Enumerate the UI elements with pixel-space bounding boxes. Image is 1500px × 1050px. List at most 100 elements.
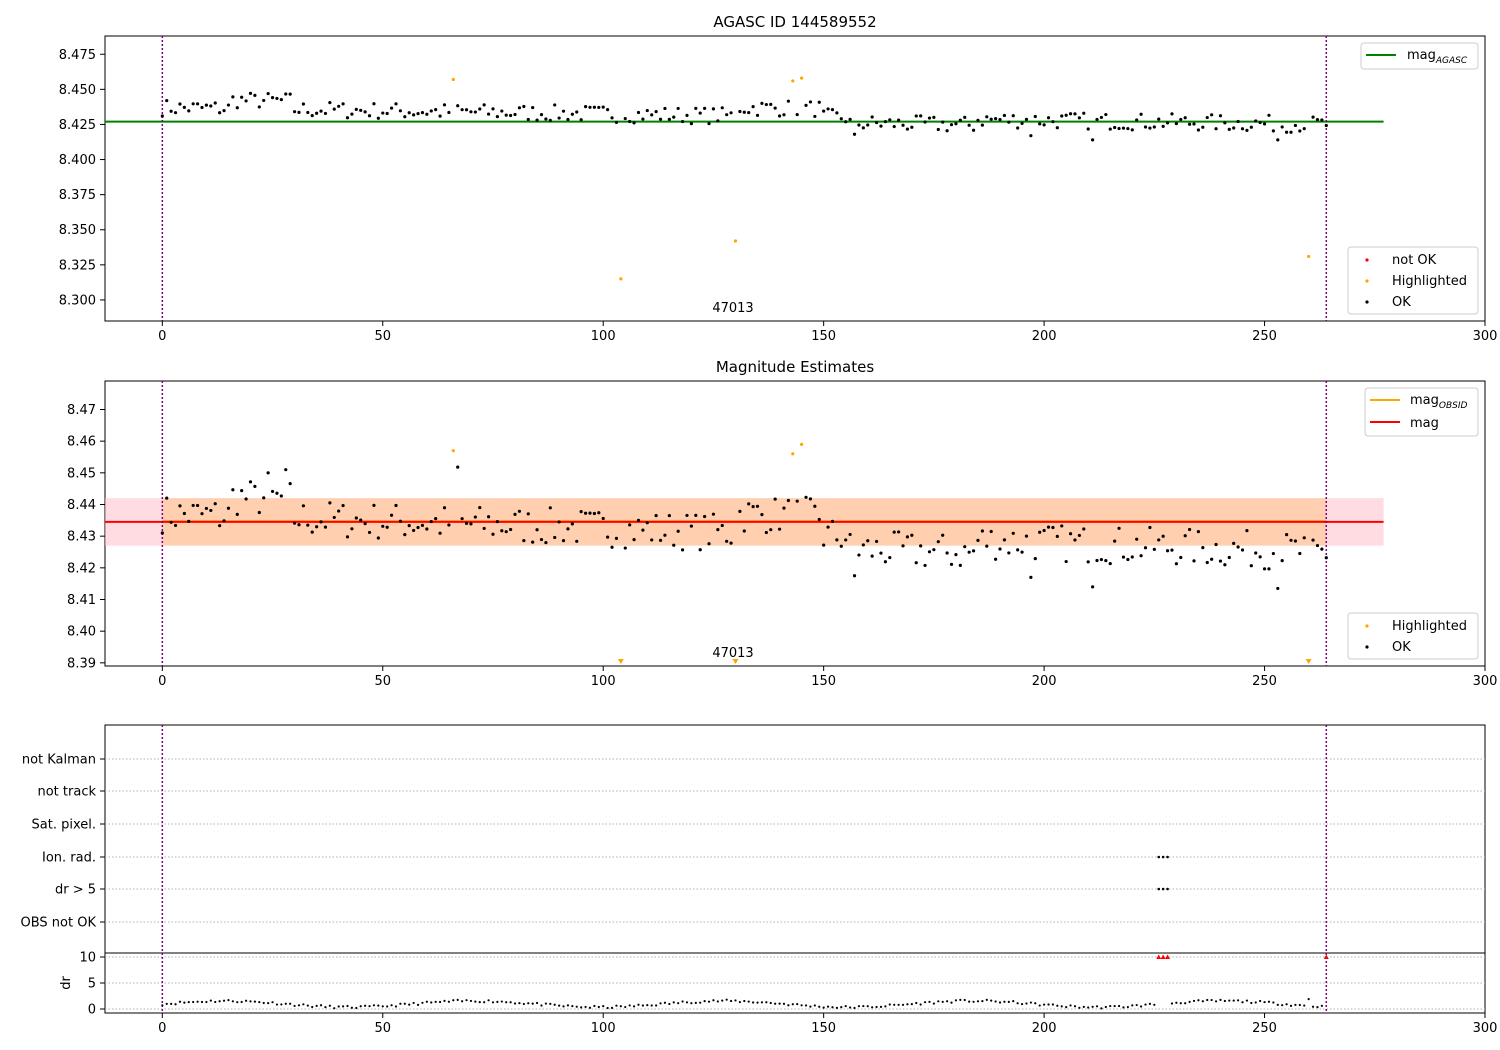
dr-point: [1007, 1000, 1010, 1003]
ok-point: [711, 512, 716, 516]
ok-point: [1033, 114, 1037, 119]
dr-point: [1153, 1003, 1156, 1006]
ok-point: [1143, 546, 1148, 550]
dr-point: [324, 1005, 327, 1009]
ok-point: [478, 506, 482, 510]
ok-point: [949, 562, 954, 566]
ok-point: [1179, 117, 1183, 122]
ok-point: [191, 102, 195, 106]
ok-point: [1165, 549, 1170, 553]
highlighted-point: [1307, 254, 1311, 259]
svg-text:magAGASC: magAGASC: [1407, 48, 1468, 66]
dr-point: [1082, 1005, 1085, 1008]
dr-point: [1201, 1000, 1204, 1003]
ok-point: [1245, 128, 1249, 133]
ok-point: [381, 524, 385, 528]
dr-point: [901, 1003, 905, 1006]
ok-point: [994, 557, 998, 561]
ok-point: [248, 91, 253, 95]
ok-point: [1108, 561, 1112, 566]
ok-point: [345, 535, 350, 539]
dr-point: [1131, 1004, 1134, 1007]
magnitude-panel: Magnitude Estimates 47013 0 50 100 150 200 25…: [67, 358, 1497, 689]
ok-point: [292, 521, 297, 525]
ok-point: [760, 513, 764, 517]
dr-point: [381, 1005, 384, 1008]
ok-point: [711, 107, 716, 111]
ok-point: [1258, 120, 1262, 125]
dr-point: [990, 999, 993, 1002]
flag-row-label: not track: [37, 785, 96, 800]
ok-point: [478, 107, 482, 111]
dr-point: [1192, 999, 1196, 1003]
ok-point: [182, 511, 186, 516]
flag-point: [1166, 887, 1169, 891]
dr-point: [826, 1005, 830, 1008]
ok-point: [1020, 550, 1024, 554]
dr-point: [1267, 1000, 1271, 1003]
y-tick-label: 8.375: [59, 188, 96, 203]
dr-point: [655, 1004, 658, 1007]
ok-point: [509, 527, 513, 532]
ok-point: [509, 113, 513, 118]
ok-point: [257, 510, 261, 515]
ok-point: [614, 536, 619, 540]
dr-point: [1188, 1000, 1191, 1003]
dr-point: [1320, 1004, 1323, 1007]
ok-point: [1284, 130, 1289, 134]
flag-row-label: Ion. rad.: [42, 851, 96, 866]
dr-point: [782, 1002, 786, 1006]
ok-point: [526, 512, 530, 516]
dr-point: [531, 1002, 534, 1005]
dr-point: [447, 1000, 450, 1003]
dr-point: [941, 1000, 944, 1003]
dr-point: [1073, 1005, 1077, 1008]
ok-point: [874, 539, 879, 544]
dr-point: [998, 1001, 1002, 1004]
ok-point: [575, 110, 579, 114]
dr-point: [478, 1001, 481, 1004]
ok-point: [998, 118, 1002, 122]
ok-point: [703, 514, 707, 519]
ok-point: [879, 551, 883, 555]
ok-point: [367, 114, 372, 118]
ok-point: [544, 117, 548, 121]
ok-point: [416, 111, 420, 116]
ok-point: [835, 538, 839, 542]
ok-point: [284, 468, 288, 472]
y-tick-label: 8.43: [67, 530, 96, 545]
ok-point: [301, 102, 306, 106]
ok-point: [328, 501, 332, 505]
ok-point: [835, 111, 839, 115]
dr-point: [500, 1000, 503, 1003]
dr-point: [800, 1004, 803, 1007]
ok-point: [345, 116, 350, 120]
ok-point: [844, 538, 848, 542]
ok-point: [570, 522, 574, 526]
ok-point: [570, 112, 574, 116]
dr-point: [1140, 1005, 1143, 1008]
ok-point: [235, 512, 239, 516]
dr-point: [187, 1000, 190, 1004]
dr-point: [685, 1001, 689, 1004]
ok-point: [350, 527, 354, 531]
ok-point: [663, 106, 667, 111]
dr-point: [1298, 1003, 1301, 1007]
ok-point: [513, 512, 517, 516]
dr-point: [871, 1006, 874, 1009]
x-tick-label: 150: [811, 1021, 836, 1036]
dr-point: [875, 1005, 878, 1009]
dr-point: [932, 1002, 935, 1005]
ok-point: [1311, 115, 1315, 119]
dr-point: [196, 1000, 199, 1003]
ok-point: [742, 529, 746, 533]
dr-point: [1038, 1004, 1041, 1007]
ok-point: [504, 530, 508, 534]
dr-high-marker: [1323, 954, 1329, 959]
x-tick-label: 100: [591, 674, 616, 689]
ok-point: [1324, 556, 1328, 560]
y-tick-label: 8.40: [67, 625, 96, 640]
ok-point: [941, 533, 945, 537]
ok-point: [976, 118, 980, 122]
ok-point: [632, 538, 636, 542]
